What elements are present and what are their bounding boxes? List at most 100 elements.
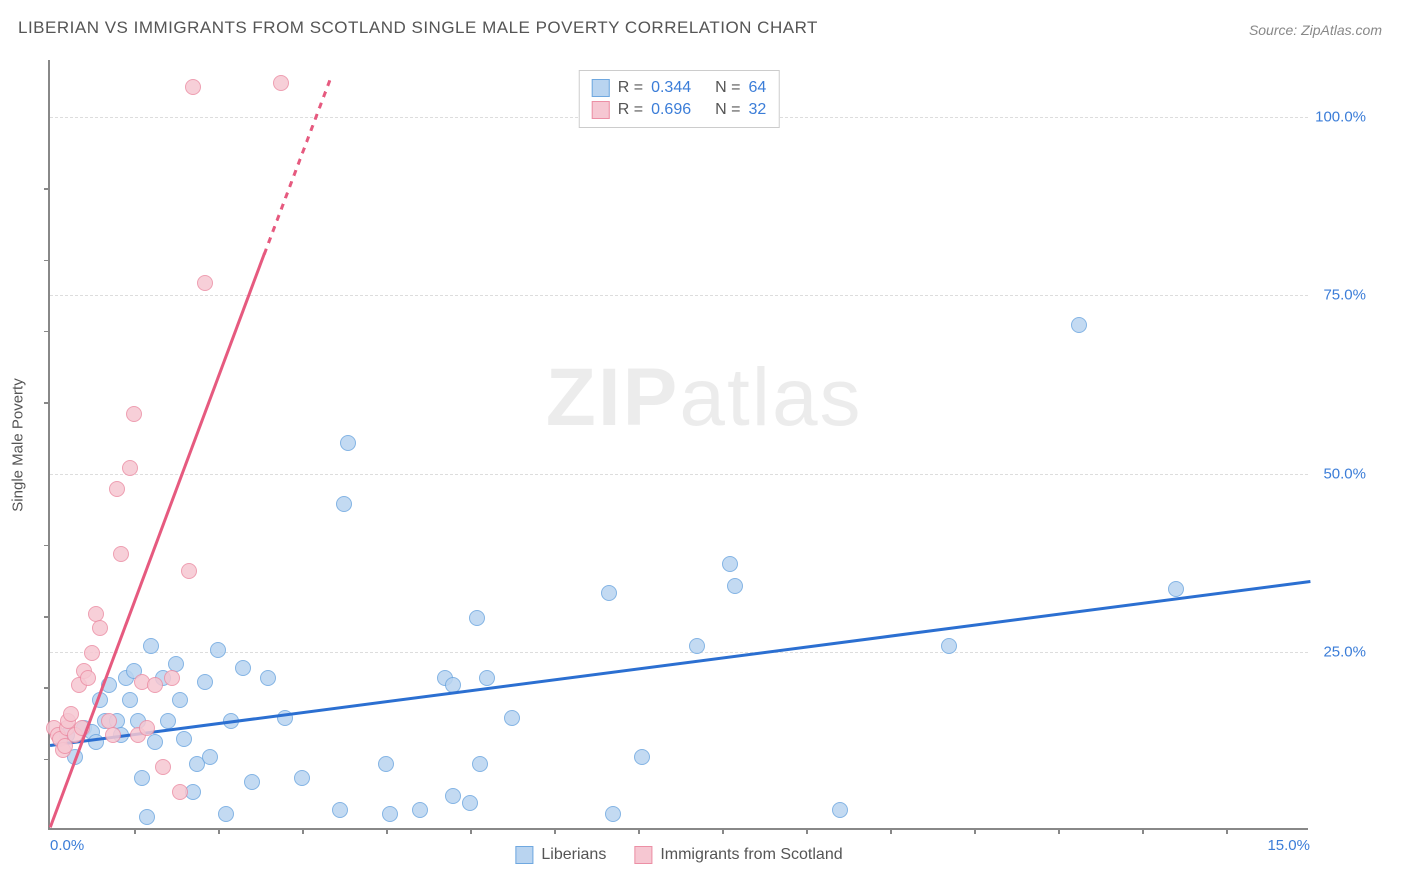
y-tick-label: 100.0% (1315, 109, 1366, 126)
data-point (185, 79, 201, 95)
y-tick (44, 260, 50, 262)
x-tick (386, 828, 388, 834)
data-point (126, 406, 142, 422)
legend-series-label: Liberians (541, 846, 606, 864)
data-point (727, 578, 743, 594)
x-tick (218, 828, 220, 834)
n-value: 64 (748, 79, 766, 97)
data-point (382, 806, 398, 822)
source-attribution: Source: ZipAtlas.com (1249, 22, 1382, 38)
data-point (210, 642, 226, 658)
legend-swatch (592, 101, 610, 119)
data-point (722, 556, 738, 572)
data-point (689, 638, 705, 654)
x-tick (1226, 828, 1228, 834)
y-tick-label: 25.0% (1323, 643, 1366, 660)
data-point (80, 670, 96, 686)
data-point (134, 770, 150, 786)
data-point (139, 720, 155, 736)
data-point (462, 795, 478, 811)
x-tick (302, 828, 304, 834)
data-point (469, 610, 485, 626)
legend-swatch (592, 79, 610, 97)
n-label: N = (715, 79, 740, 97)
data-point (832, 802, 848, 818)
data-point (197, 674, 213, 690)
data-point (202, 749, 218, 765)
r-value: 0.696 (651, 101, 691, 119)
data-point (160, 713, 176, 729)
x-tick (806, 828, 808, 834)
legend-series-item: Immigrants from Scotland (634, 846, 842, 864)
data-point (340, 435, 356, 451)
data-point (113, 546, 129, 562)
r-label: R = (618, 79, 643, 97)
data-point (260, 670, 276, 686)
x-tick (638, 828, 640, 834)
gridline (50, 652, 1308, 653)
chart-title: LIBERIAN VS IMMIGRANTS FROM SCOTLAND SIN… (18, 18, 818, 38)
x-tick (722, 828, 724, 834)
y-tick (44, 759, 50, 761)
x-tick-label-max: 15.0% (1267, 837, 1310, 854)
data-point (472, 756, 488, 772)
data-point (105, 727, 121, 743)
data-point (147, 734, 163, 750)
data-point (479, 670, 495, 686)
data-point (378, 756, 394, 772)
data-point (122, 692, 138, 708)
data-point (109, 481, 125, 497)
x-tick (470, 828, 472, 834)
trend-line (263, 75, 333, 254)
data-point (143, 638, 159, 654)
x-tick (1142, 828, 1144, 834)
y-tick (44, 402, 50, 404)
data-point (634, 749, 650, 765)
legend-correlation-row: R = 0.344 N = 64 (592, 77, 767, 99)
y-tick-label: 75.0% (1323, 287, 1366, 304)
data-point (164, 670, 180, 686)
gridline (50, 474, 1308, 475)
x-tick (134, 828, 136, 834)
data-point (1071, 317, 1087, 333)
legend-series: Liberians Immigrants from Scotland (515, 846, 842, 864)
legend-correlation: R = 0.344 N = 64 R = 0.696 N = 32 (579, 70, 780, 128)
data-point (336, 496, 352, 512)
x-tick (1058, 828, 1060, 834)
data-point (147, 677, 163, 693)
data-point (445, 788, 461, 804)
data-point (218, 806, 234, 822)
x-tick (554, 828, 556, 834)
data-point (601, 585, 617, 601)
watermark-bold: ZIP (546, 352, 680, 443)
n-value: 32 (748, 101, 766, 119)
data-point (412, 802, 428, 818)
data-point (181, 563, 197, 579)
y-tick (44, 545, 50, 547)
data-point (172, 692, 188, 708)
data-point (92, 620, 108, 636)
x-tick (890, 828, 892, 834)
legend-swatch (515, 846, 533, 864)
data-point (1168, 581, 1184, 597)
data-point (176, 731, 192, 747)
r-value: 0.344 (651, 79, 691, 97)
data-point (197, 275, 213, 291)
data-point (84, 645, 100, 661)
legend-series-label: Immigrants from Scotland (660, 846, 842, 864)
y-tick (44, 616, 50, 618)
data-point (244, 774, 260, 790)
data-point (332, 802, 348, 818)
data-point (294, 770, 310, 786)
y-tick (44, 188, 50, 190)
data-point (155, 759, 171, 775)
data-point (273, 75, 289, 91)
y-tick (44, 331, 50, 333)
watermark: ZIPatlas (546, 351, 863, 445)
r-label: R = (618, 101, 643, 119)
plot-area: ZIPatlas R =0.344N =64R =0.696N =32 Libe… (48, 60, 1308, 830)
gridline (50, 295, 1308, 296)
data-point (139, 809, 155, 825)
data-point (941, 638, 957, 654)
n-label: N = (715, 101, 740, 119)
